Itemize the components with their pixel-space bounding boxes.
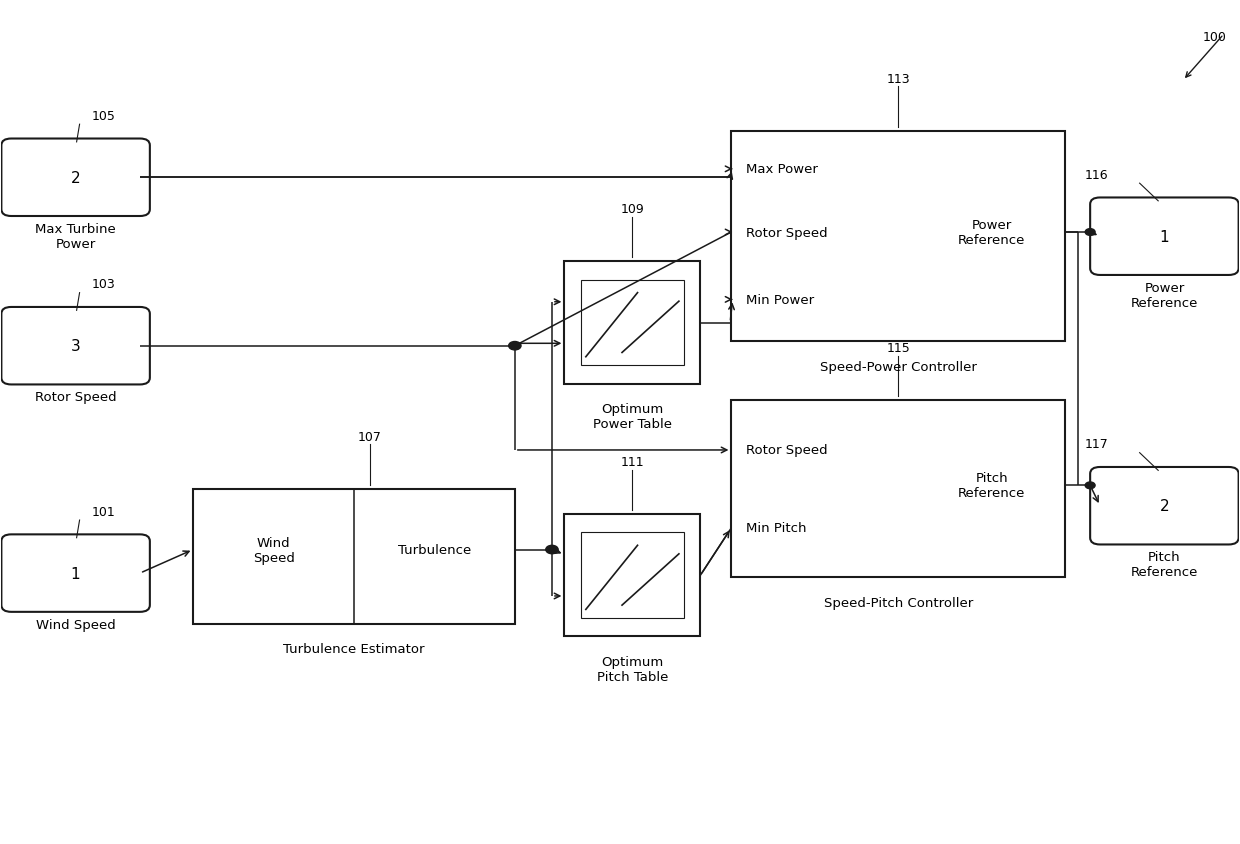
Text: 105: 105 xyxy=(92,110,115,122)
Text: Rotor Speed: Rotor Speed xyxy=(746,444,828,457)
FancyBboxPatch shape xyxy=(1090,198,1239,276)
Circle shape xyxy=(1085,483,1095,490)
Circle shape xyxy=(546,546,558,554)
FancyBboxPatch shape xyxy=(1,535,150,612)
Text: Turbulence Estimator: Turbulence Estimator xyxy=(283,642,425,656)
Text: Max Power: Max Power xyxy=(746,163,818,176)
Text: Wind Speed: Wind Speed xyxy=(36,618,115,631)
Bar xyxy=(580,280,684,365)
FancyBboxPatch shape xyxy=(1,307,150,385)
Text: Rotor Speed: Rotor Speed xyxy=(35,391,117,404)
FancyBboxPatch shape xyxy=(1090,468,1239,545)
Text: Power
Reference: Power Reference xyxy=(959,219,1025,246)
Circle shape xyxy=(1085,230,1095,236)
Text: Pitch
Reference: Pitch Reference xyxy=(959,472,1025,500)
Text: Wind
Speed: Wind Speed xyxy=(253,536,295,564)
Text: 103: 103 xyxy=(92,278,115,291)
Text: 1: 1 xyxy=(1159,230,1169,245)
Text: Optimum
Pitch Table: Optimum Pitch Table xyxy=(596,655,668,683)
Text: 101: 101 xyxy=(92,505,115,518)
Text: Min Pitch: Min Pitch xyxy=(746,522,807,534)
Text: Min Power: Min Power xyxy=(746,294,815,306)
Text: 115: 115 xyxy=(887,342,910,354)
Text: Pitch
Reference: Pitch Reference xyxy=(1131,550,1198,579)
FancyBboxPatch shape xyxy=(1,139,150,217)
Text: 109: 109 xyxy=(620,203,645,216)
Bar xyxy=(193,490,515,624)
Text: 3: 3 xyxy=(71,338,81,354)
Text: Max Turbine
Power: Max Turbine Power xyxy=(35,223,117,251)
Text: 1: 1 xyxy=(71,566,81,581)
Text: 2: 2 xyxy=(1159,499,1169,514)
Text: Speed-Power Controller: Speed-Power Controller xyxy=(820,360,977,374)
Text: Power
Reference: Power Reference xyxy=(1131,282,1198,310)
Bar xyxy=(564,262,701,384)
Circle shape xyxy=(508,342,521,350)
Text: Optimum
Power Table: Optimum Power Table xyxy=(593,403,672,430)
Bar xyxy=(732,401,1065,577)
Text: Rotor Speed: Rotor Speed xyxy=(746,226,828,239)
Text: 2: 2 xyxy=(71,170,81,186)
Text: 116: 116 xyxy=(1085,169,1109,181)
Text: 117: 117 xyxy=(1085,438,1109,451)
Bar xyxy=(732,132,1065,342)
Text: 100: 100 xyxy=(1203,31,1226,44)
Text: 113: 113 xyxy=(887,73,910,85)
Bar xyxy=(564,515,701,636)
Text: Speed-Pitch Controller: Speed-Pitch Controller xyxy=(823,596,973,609)
Text: 107: 107 xyxy=(358,430,382,443)
Text: Turbulence: Turbulence xyxy=(398,544,471,556)
Bar xyxy=(580,533,684,618)
Text: 111: 111 xyxy=(620,455,645,468)
